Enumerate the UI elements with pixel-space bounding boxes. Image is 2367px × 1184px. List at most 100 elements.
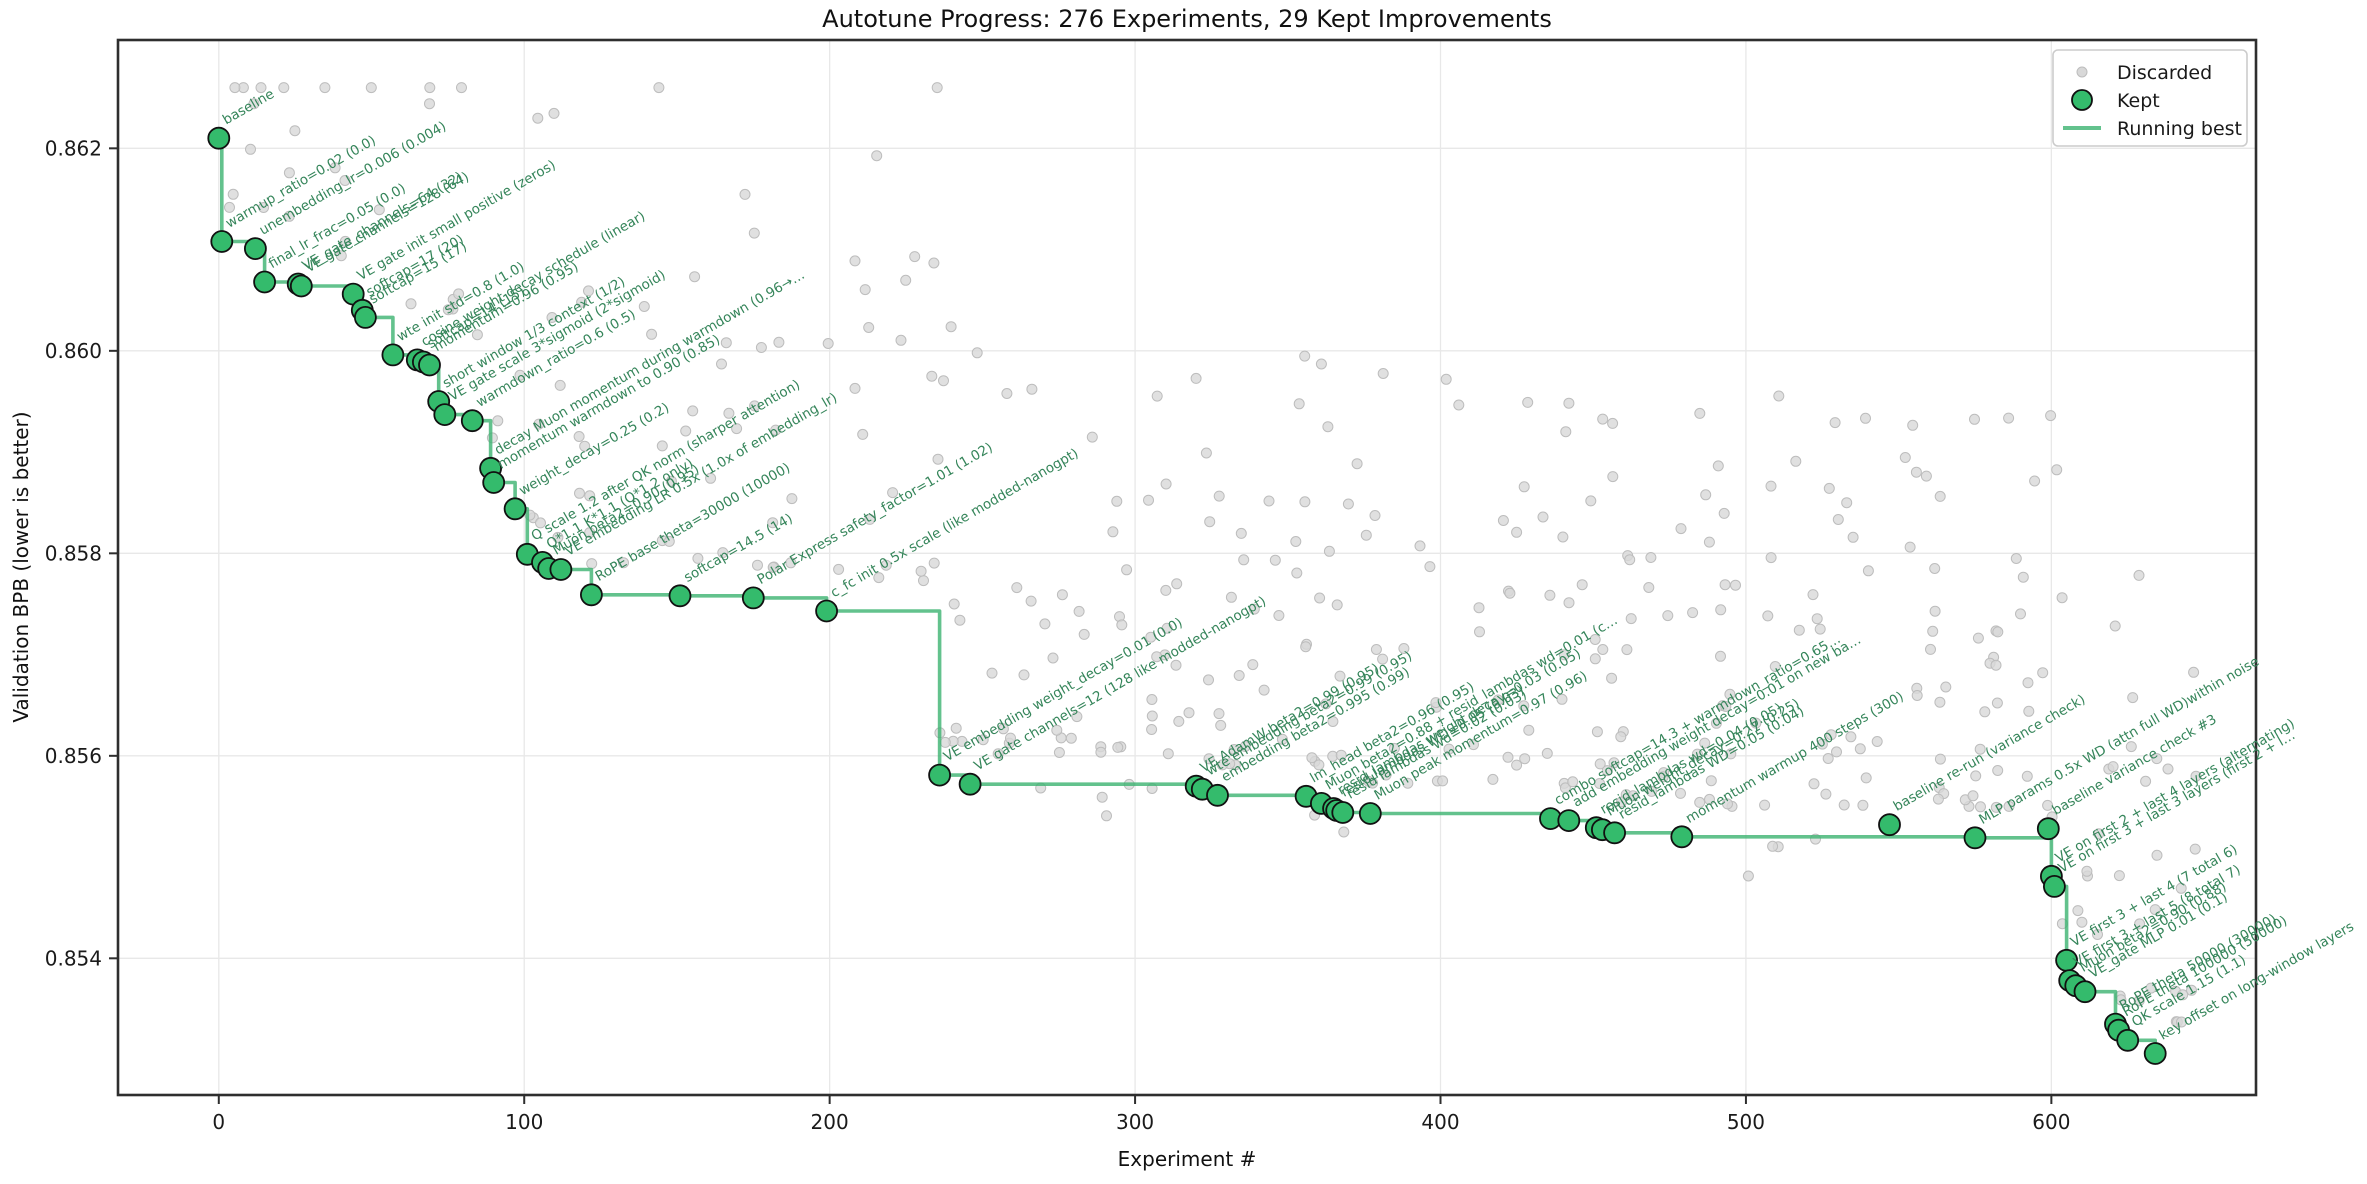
discarded-point <box>1183 707 1195 719</box>
discarded-point <box>1468 739 1479 751</box>
discarded-point <box>1790 455 1802 467</box>
discarded-point <box>1360 529 1372 541</box>
discarded-point <box>692 552 704 564</box>
discarded-point <box>2188 666 2200 678</box>
kept-point <box>1670 825 1694 849</box>
discarded-point <box>1086 431 1098 443</box>
discarded-point <box>687 405 699 417</box>
discarded-point <box>1145 631 1157 643</box>
discarded-series <box>224 82 2202 1028</box>
discarded-point <box>2051 464 2063 476</box>
discarded-point <box>2093 828 2105 840</box>
discarded-point <box>1121 564 1133 576</box>
discarded-point <box>1557 531 1569 543</box>
discarded-point <box>2134 918 2146 930</box>
discarded-point <box>2145 982 2157 994</box>
discarded-point <box>1990 801 2002 813</box>
discarded-point <box>864 513 876 525</box>
discarded-point <box>716 358 727 370</box>
discarded-point <box>1414 540 1426 552</box>
discarded-point <box>1691 748 1703 760</box>
discarded-point <box>1443 743 1455 755</box>
discarded-point <box>2072 905 2084 917</box>
discarded-point <box>1970 770 1982 782</box>
discarded-point <box>1299 496 1311 508</box>
discarded-point <box>857 428 869 440</box>
discarded-point <box>909 251 921 263</box>
discarded-point <box>1567 776 1579 788</box>
discarded-point <box>586 558 598 570</box>
discarded-point <box>584 527 596 539</box>
legend-kept-marker <box>2071 89 2093 111</box>
discarded-point <box>1314 592 1326 604</box>
discarded-point <box>1306 752 1318 764</box>
x-tick-label: 600 <box>2032 1110 2070 1134</box>
discarded-point <box>1616 796 1627 808</box>
discarded-point <box>1662 610 1674 622</box>
kept-point <box>243 237 267 261</box>
kept-point <box>381 343 405 367</box>
discarded-point <box>1011 582 1023 594</box>
discarded-point <box>1560 426 1572 438</box>
discarded-point <box>278 82 290 94</box>
discarded-point <box>574 487 585 499</box>
discarded-point <box>1338 826 1350 838</box>
discarded-point <box>2022 677 2034 689</box>
discarded-point <box>1151 390 1163 402</box>
discarded-point <box>2149 904 2161 916</box>
discarded-point <box>1703 536 1715 548</box>
discarded-point <box>1056 589 1068 601</box>
discarded-point <box>584 490 596 502</box>
discarded-point <box>2010 553 2022 564</box>
discarded-point <box>535 517 546 529</box>
discarded-point <box>1111 495 1123 507</box>
discarded-point <box>1363 775 1375 787</box>
discarded-point <box>1293 398 1305 410</box>
discarded-point <box>1967 790 1979 802</box>
discarded-point <box>938 375 949 387</box>
discarded-point <box>1625 613 1637 625</box>
discarded-point <box>1718 507 1730 519</box>
discarded-point <box>1765 480 1777 492</box>
discarded-point <box>977 734 989 746</box>
kept-point <box>460 409 484 433</box>
discarded-point <box>1005 732 1016 744</box>
plot-border <box>116 38 2258 1097</box>
discarded-point <box>1820 788 1832 800</box>
discarded-point <box>717 547 729 559</box>
discarded-point <box>1095 746 1107 758</box>
discarded-point <box>752 559 763 571</box>
discarded-point <box>1645 552 1657 563</box>
discarded-point <box>1235 527 1247 539</box>
discarded-point <box>514 369 526 381</box>
kept-point <box>668 584 692 608</box>
discarded-point <box>1315 358 1327 370</box>
discarded-point <box>1511 526 1523 538</box>
discarded-point <box>1992 765 2004 776</box>
discarded-point <box>1589 653 1601 665</box>
kept-point <box>503 497 527 521</box>
discarded-point <box>1722 798 1733 810</box>
discarded-point <box>1334 670 1346 682</box>
discarded-point <box>1845 731 1857 743</box>
discarded-point <box>1720 701 1732 712</box>
kept-point <box>210 230 234 253</box>
kept-point <box>1358 802 1382 825</box>
x-axis-label: Experiment # <box>1118 1147 1257 1171</box>
kept-annotation: baseline <box>220 86 277 128</box>
discarded-point <box>1904 541 1916 553</box>
discarded-point <box>2042 799 2054 811</box>
discarded-point <box>1597 644 1609 655</box>
kept-annotation: VE embedding LR 0.5x (1.0x of embedding_… <box>562 390 840 560</box>
discarded-point <box>1991 697 2003 709</box>
axis-ticks: 0 100 200 300 400 500 600 0.854 0.856 0.858 0.860 0… <box>45 136 2071 1134</box>
discarded-point <box>1018 669 1030 681</box>
discarded-point <box>1487 773 1499 785</box>
kept-point <box>253 270 277 294</box>
legend-discarded-marker <box>2076 66 2088 78</box>
discarded-point <box>329 162 341 174</box>
discarded-point <box>2176 1016 2187 1028</box>
discarded-point <box>1929 605 1941 617</box>
discarded-point <box>1518 481 1530 493</box>
discarded-point <box>1263 495 1275 507</box>
